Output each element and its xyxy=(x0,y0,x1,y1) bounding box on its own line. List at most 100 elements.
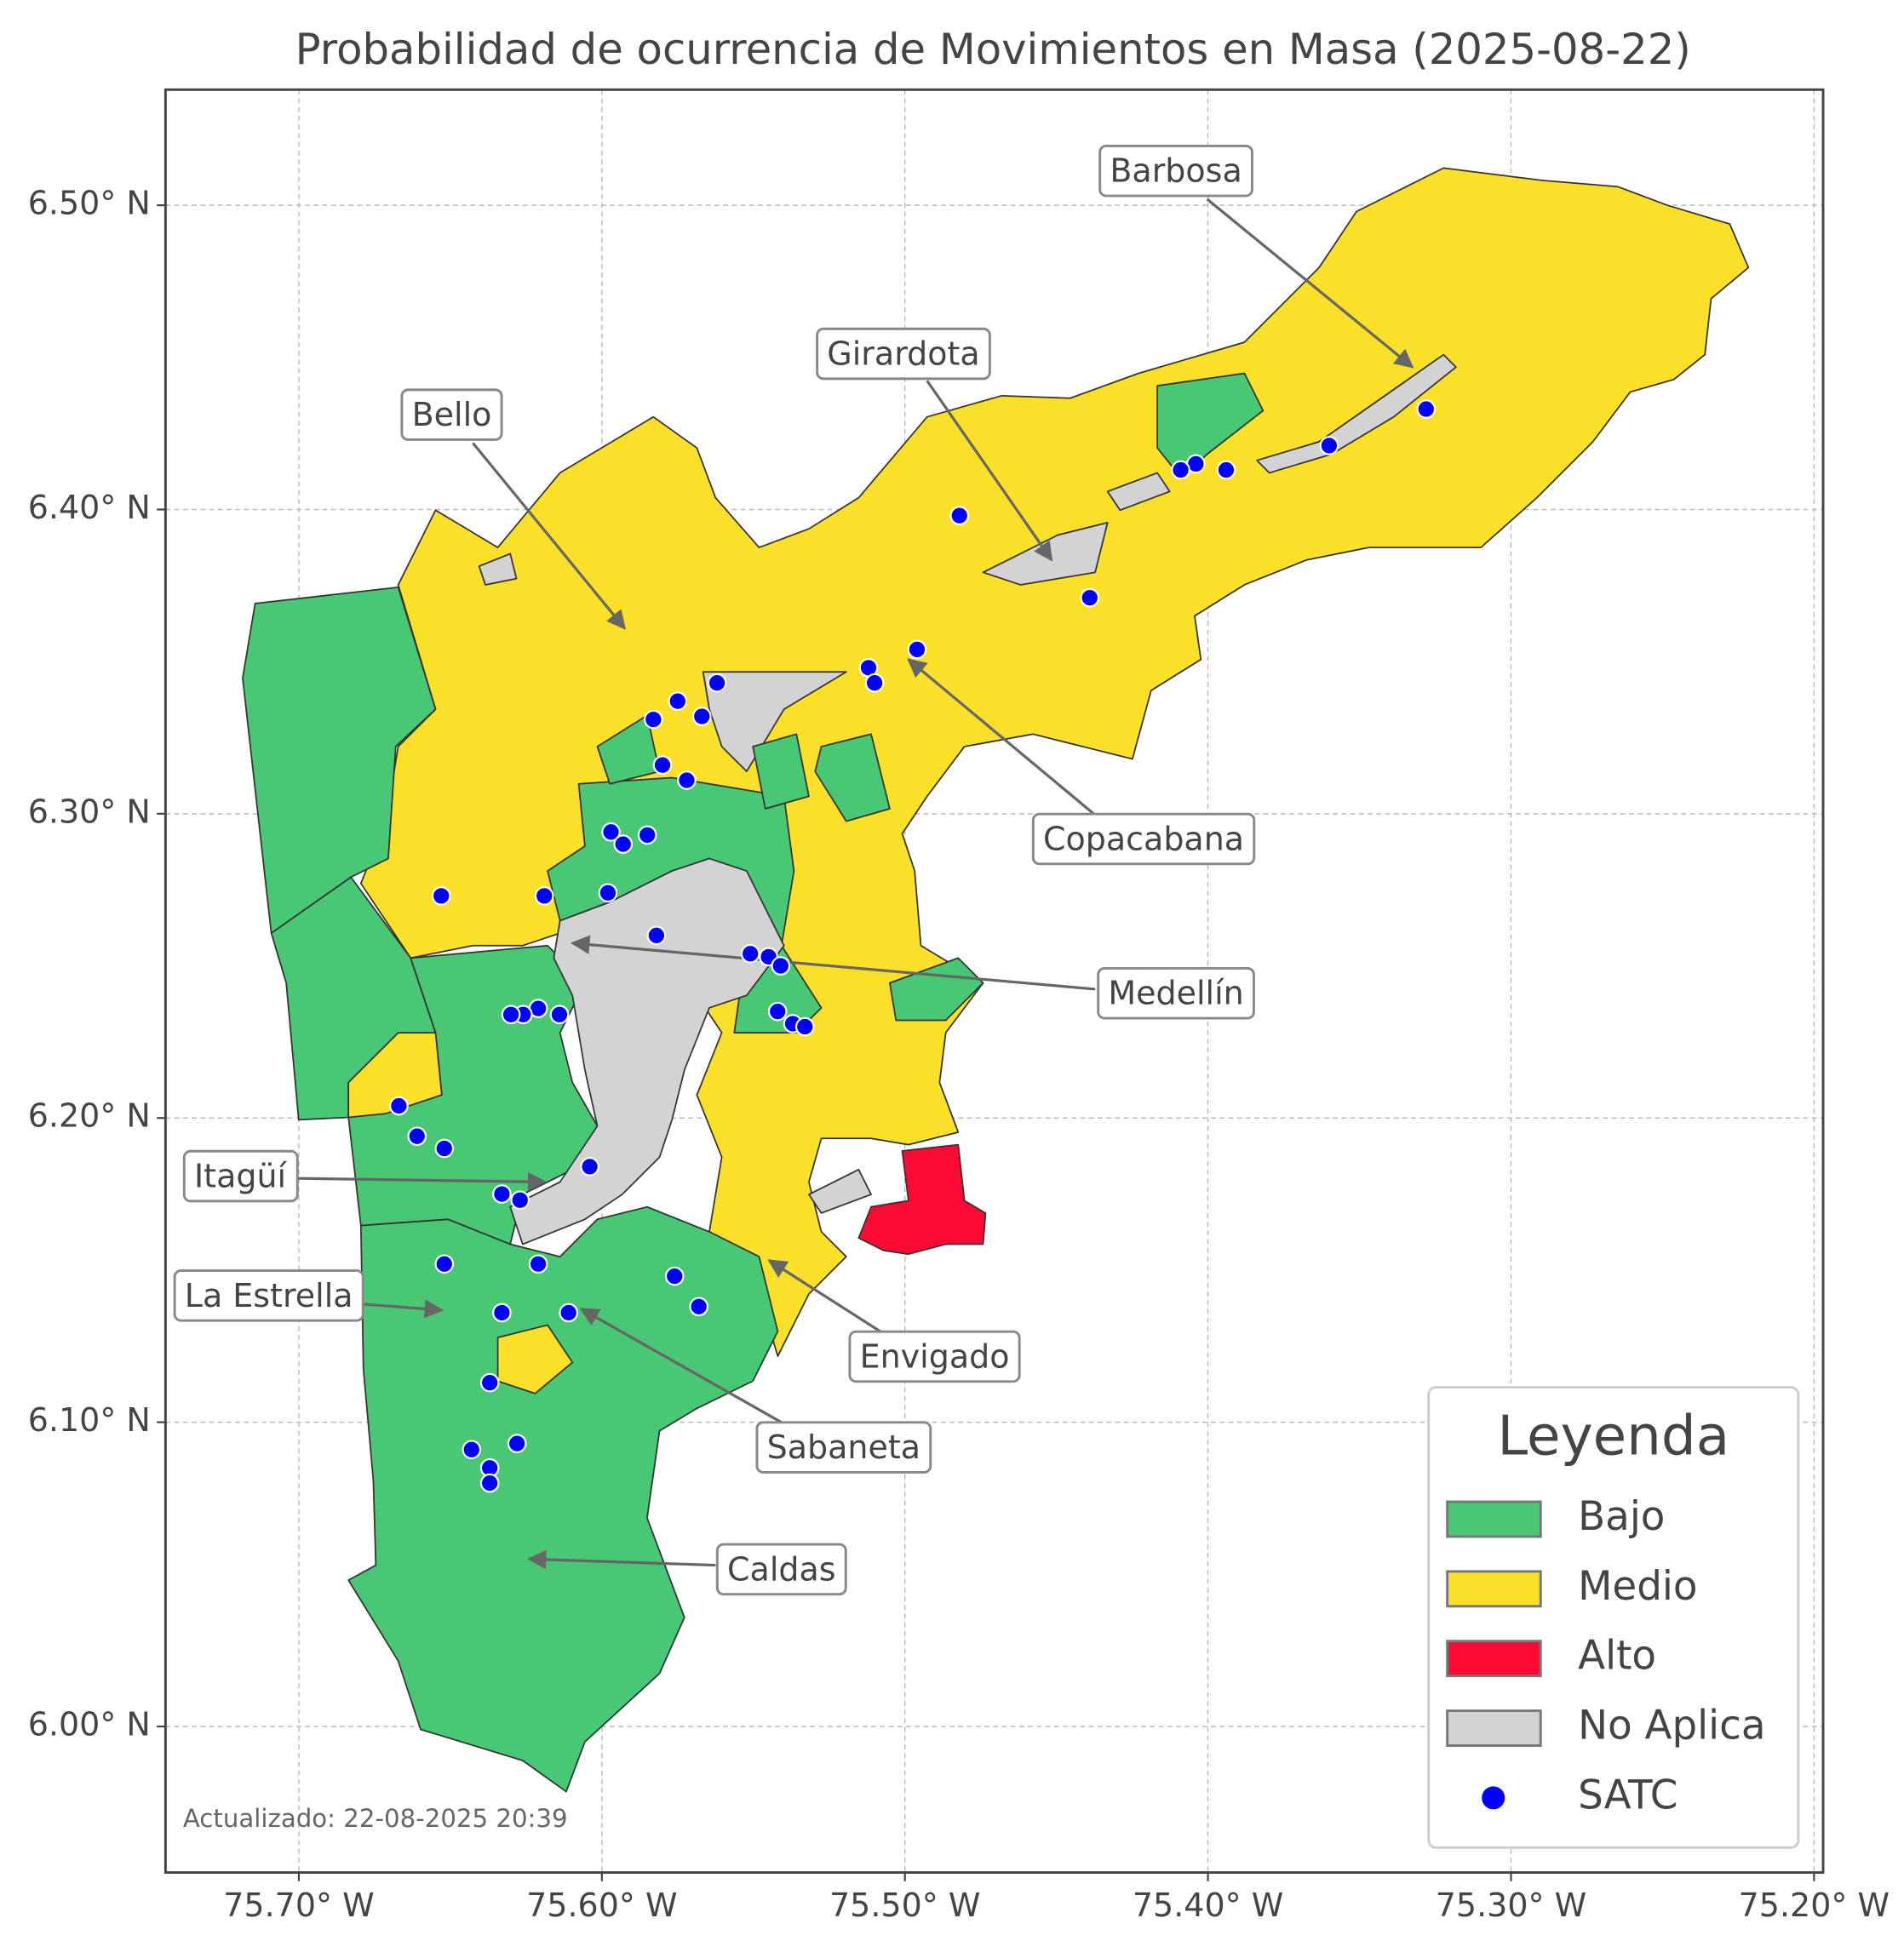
annotation-arrow xyxy=(579,1308,798,1433)
y-tick-label: 6.30° N xyxy=(28,793,151,830)
annotation: Medellín xyxy=(571,935,1255,1020)
satc-station xyxy=(767,1001,788,1022)
region-no-aplica xyxy=(702,671,847,773)
satc-station xyxy=(1216,460,1236,480)
satc-station xyxy=(434,1138,455,1159)
legend-swatch xyxy=(1446,1709,1542,1747)
satc-station xyxy=(637,825,657,845)
satc-station xyxy=(771,956,791,976)
satc-station xyxy=(864,673,885,693)
satc-station xyxy=(492,1303,512,1323)
region-medio xyxy=(496,1324,574,1394)
legend: Leyenda Bajo Medio Alto No Aplica SATC xyxy=(1427,1386,1800,1849)
annotation-label: Medellín xyxy=(1108,975,1243,1012)
satc-station xyxy=(907,639,927,660)
annotation-arrow xyxy=(472,442,627,630)
satc-station xyxy=(1416,399,1437,419)
y-tick-label: 6.50° N xyxy=(28,185,151,222)
annotation-label: Barbosa xyxy=(1110,152,1242,190)
x-tick-label: 75.60° W xyxy=(526,1887,677,1924)
annotation-box xyxy=(755,1421,932,1474)
satc-station xyxy=(580,1157,599,1177)
annotation-arrow xyxy=(926,380,1053,562)
annotation-box xyxy=(1098,144,1253,198)
satc-station xyxy=(689,1297,709,1317)
region-no-aplica xyxy=(478,553,518,586)
y-tick-label: 6.00° N xyxy=(28,1706,151,1743)
annotation-label: La Estrella xyxy=(185,1277,353,1314)
annotation-box xyxy=(1097,966,1255,1020)
region-bajo xyxy=(752,733,810,810)
satc-station xyxy=(707,673,727,693)
satc-station xyxy=(462,1440,482,1460)
y-tick-label: 6.20° N xyxy=(28,1097,151,1135)
satc-station xyxy=(601,822,621,842)
annotation: Girardota xyxy=(816,327,1053,562)
annotation: Bello xyxy=(400,388,627,630)
satc-station xyxy=(677,770,697,790)
x-tick-label: 75.40° W xyxy=(1133,1887,1283,1924)
region-bajo xyxy=(814,733,891,822)
annotation: Sabaneta xyxy=(579,1308,932,1474)
annotation: Copacabana xyxy=(907,658,1256,866)
legend-swatch xyxy=(1446,1570,1542,1608)
region-bajo xyxy=(347,1205,779,1793)
satc-station xyxy=(652,755,673,776)
satc-station xyxy=(549,1005,570,1025)
satc-points xyxy=(389,399,1437,1493)
y-tick-label: 6.10° N xyxy=(28,1401,151,1439)
annotations: Barbosa Girardota Bello Copacabana Medel… xyxy=(173,144,1414,1596)
legend-label: Alto xyxy=(1578,1634,1656,1680)
x-tick-label: 75.20° W xyxy=(1739,1887,1890,1924)
satc-station xyxy=(479,1372,500,1393)
satc-station xyxy=(510,1190,530,1211)
satc-station xyxy=(794,1016,815,1037)
region-bajo xyxy=(1156,372,1265,480)
annotation-box xyxy=(400,388,503,441)
satc-station xyxy=(1319,436,1339,455)
annotation-label: Envigado xyxy=(860,1337,1010,1375)
region-no-aplica xyxy=(1106,472,1171,512)
x-tick-label: 75.50° W xyxy=(829,1887,980,1924)
satc-station xyxy=(613,834,634,854)
annotation-arrow xyxy=(1206,198,1414,369)
region-alto xyxy=(857,1143,987,1256)
legend-marker xyxy=(1480,1784,1507,1812)
annotation-label: Bello xyxy=(412,396,492,433)
legend-swatch xyxy=(1446,1500,1542,1538)
annotation-arrow xyxy=(767,1259,891,1339)
satc-station xyxy=(644,709,663,730)
annotation-box xyxy=(182,1149,299,1203)
region-no-aplica xyxy=(1256,353,1457,474)
map-frame xyxy=(163,88,1825,1875)
legend-label: SATC xyxy=(1578,1772,1677,1818)
satc-station xyxy=(949,506,970,525)
satc-station xyxy=(407,1126,427,1147)
footnote: Actualizado: 22-08-2025 20:39 xyxy=(183,1804,568,1833)
legend-label: No Aplica xyxy=(1578,1703,1765,1749)
satc-station xyxy=(740,943,760,964)
annotation-label: Itagüí xyxy=(194,1158,288,1195)
annotation-label: Copacabana xyxy=(1043,821,1244,858)
annotation-arrow xyxy=(292,1171,548,1192)
satc-station xyxy=(598,883,618,903)
region-medio xyxy=(347,1032,443,1119)
annotation: Barbosa xyxy=(1098,144,1414,369)
map-title: Probabilidad de ocurrencia de Movimiento… xyxy=(295,25,1691,74)
legend-label: Medio xyxy=(1578,1564,1697,1610)
region-medio xyxy=(359,167,1750,1357)
satc-station xyxy=(507,1434,527,1453)
annotation-box xyxy=(816,327,991,381)
annotation-label: Caldas xyxy=(727,1550,836,1588)
annotation-box xyxy=(848,1330,1021,1383)
annotation-box xyxy=(173,1269,364,1322)
satc-station xyxy=(1080,587,1100,608)
annotation: Itagüí xyxy=(182,1149,548,1203)
satc-station xyxy=(668,691,688,711)
satc-station xyxy=(492,1184,512,1204)
satc-station xyxy=(664,1266,685,1286)
satc-station xyxy=(1171,460,1190,480)
satc-station xyxy=(534,886,554,906)
satc-station xyxy=(501,1005,521,1025)
